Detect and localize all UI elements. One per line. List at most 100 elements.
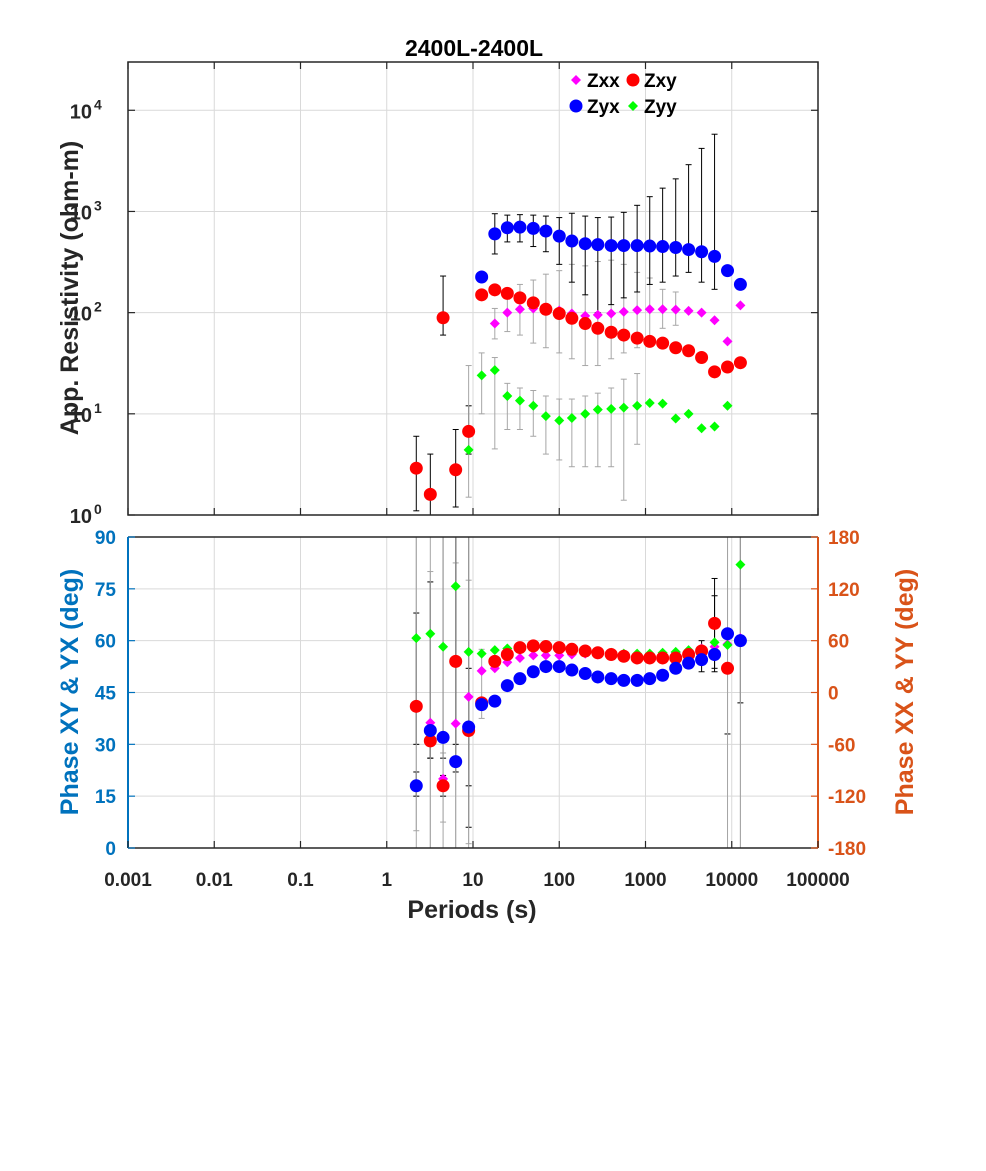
phase-zyy-point: [722, 639, 733, 650]
phase-zyx-point: [721, 627, 735, 641]
resistivity-zyy-errorbar: [516, 387, 523, 430]
phase-zxx-point: [514, 652, 525, 663]
x-tick-label: 1: [381, 870, 392, 891]
x-tick-label: 0.001: [104, 870, 152, 891]
resistivity-zyx-point: [604, 239, 618, 253]
phase-zyx-point: [643, 672, 657, 686]
phase-left-y-tick-label: 90: [95, 528, 116, 549]
phase-zyx-point: [462, 720, 476, 734]
phase-zxy-point: [643, 651, 657, 665]
phase-zxy-point: [552, 641, 566, 655]
phase-zyx-point: [488, 694, 502, 708]
text-layer: 2400L-2400L App. Resistivity (ohm-m) Pha…: [56, 35, 919, 924]
phase-left-y-axis-label: Phase XY & YX (deg): [56, 569, 84, 815]
resistivity-zyy-point: [580, 408, 591, 419]
phase-zxy-point: [565, 642, 579, 656]
x-tick-label: 0.1: [287, 870, 314, 891]
phase-zyx-point: [604, 672, 618, 686]
x-tick-label: 10000: [705, 870, 758, 891]
resistivity-zyx-errorbar: [568, 212, 575, 283]
resistivity-zyy-point: [502, 391, 513, 402]
resistivity-zxx-point: [618, 306, 629, 317]
resistivity-zyx-point: [721, 264, 735, 278]
phase-right-y-tick-label: 120: [828, 580, 860, 601]
resistivity-zxx-point: [722, 336, 733, 347]
resistivity-zxx-point: [514, 304, 525, 315]
phase-zyx-point: [695, 653, 709, 667]
resistivity-y-tick-exponent: 2: [94, 299, 102, 315]
resistivity-zxx-point: [683, 305, 694, 316]
resistivity-zxx-point: [735, 300, 746, 311]
phase-zyy-point: [411, 633, 422, 644]
phase-zxy-point: [604, 647, 618, 661]
resistivity-zxy-point: [682, 344, 696, 358]
resistivity-zxy-point: [565, 311, 579, 325]
legend-label-zyx: Zyx: [587, 97, 620, 118]
phase-zxy-point: [721, 661, 735, 675]
phase-zxy-point: [488, 654, 502, 668]
resistivity-zxy-errorbar: [440, 275, 447, 336]
legend-item-zxx: Zxx: [571, 71, 620, 92]
resistivity-zyy-point: [670, 413, 681, 424]
phase-zxy-point: [617, 649, 631, 663]
x-tick-label: 100: [543, 870, 575, 891]
phase-left-y-tick-label: 45: [95, 684, 117, 705]
phase-zyx-point: [578, 666, 592, 680]
resistivity-zxy-point: [578, 317, 592, 331]
resistivity-zyx-errorbar: [659, 187, 666, 283]
resistivity-zyy-point: [540, 411, 551, 422]
phase-zyx-point: [565, 663, 579, 677]
resistivity-zyy-errorbar: [568, 398, 575, 468]
phase-zyx-point: [409, 779, 423, 793]
resistivity-zyy-point: [618, 402, 629, 413]
legend-item-zyx: Zyx: [569, 97, 620, 118]
phase-left-y-tick-label: 75: [95, 580, 117, 601]
resistivity-zyy-errorbar: [530, 390, 537, 437]
resistivity-zxx-point: [592, 309, 603, 320]
phase-zyy-point: [450, 581, 461, 592]
x-tick-label: 10: [462, 870, 483, 891]
legend-item-zyy: Zyy: [628, 97, 677, 118]
phase-zyx-point: [708, 647, 722, 661]
resistivity-zxy-point: [669, 341, 683, 355]
legend-item-zxy: Zxy: [626, 71, 677, 92]
phase-left-y-tick-label: 0: [105, 839, 116, 860]
chart-title: 2400L-2400L: [405, 35, 543, 61]
resistivity-y-tick-exponent: 4: [94, 96, 102, 112]
resistivity-zyx-point: [708, 249, 722, 263]
phase-zyy-point: [489, 645, 500, 656]
resistivity-zyx-point: [656, 240, 670, 254]
resistivity-zyx-point: [578, 237, 592, 251]
phase-right-y-tick-label: -60: [828, 735, 855, 756]
resistivity-zyy-point: [566, 412, 577, 423]
resistivity-zyx-point: [526, 221, 540, 235]
resistivity-zxy-point: [423, 487, 437, 501]
resistivity-zyx-point: [488, 227, 502, 241]
x-axis-label: Periods (s): [407, 896, 536, 924]
resistivity-zxy-point: [630, 331, 644, 345]
resistivity-zyx-point: [500, 221, 514, 235]
resistivity-zxy-point: [617, 328, 631, 342]
phase-zxx-point: [528, 650, 539, 661]
resistivity-zxy-point: [449, 463, 463, 477]
resistivity-zxx-point: [606, 308, 617, 319]
resistivity-y-axis-label: App. Resistivity (ohm-m): [56, 141, 84, 435]
resistivity-zxx-point: [657, 304, 668, 315]
phase-zyy-point: [463, 646, 474, 657]
phase-zxy-point: [539, 640, 553, 654]
resistivity-zyx-point: [513, 220, 527, 234]
phase-zxy-point: [591, 646, 605, 660]
resistivity-zyx-point: [630, 239, 644, 253]
phase-zxx-point: [463, 691, 474, 702]
resistivity-zyx-point: [565, 234, 579, 248]
resistivity-zxy-point: [539, 302, 553, 316]
phase-zxy-point: [500, 647, 514, 661]
resistivity-zyy-point: [606, 403, 617, 414]
phase-left-y-tick-label: 60: [95, 632, 116, 653]
resistivity-zyx-point: [669, 241, 683, 255]
resistivity-zxy-point: [475, 288, 489, 302]
phase-zxx-point: [450, 718, 461, 729]
phase-zxy-point: [656, 651, 670, 665]
phase-zyx-point: [500, 679, 514, 693]
